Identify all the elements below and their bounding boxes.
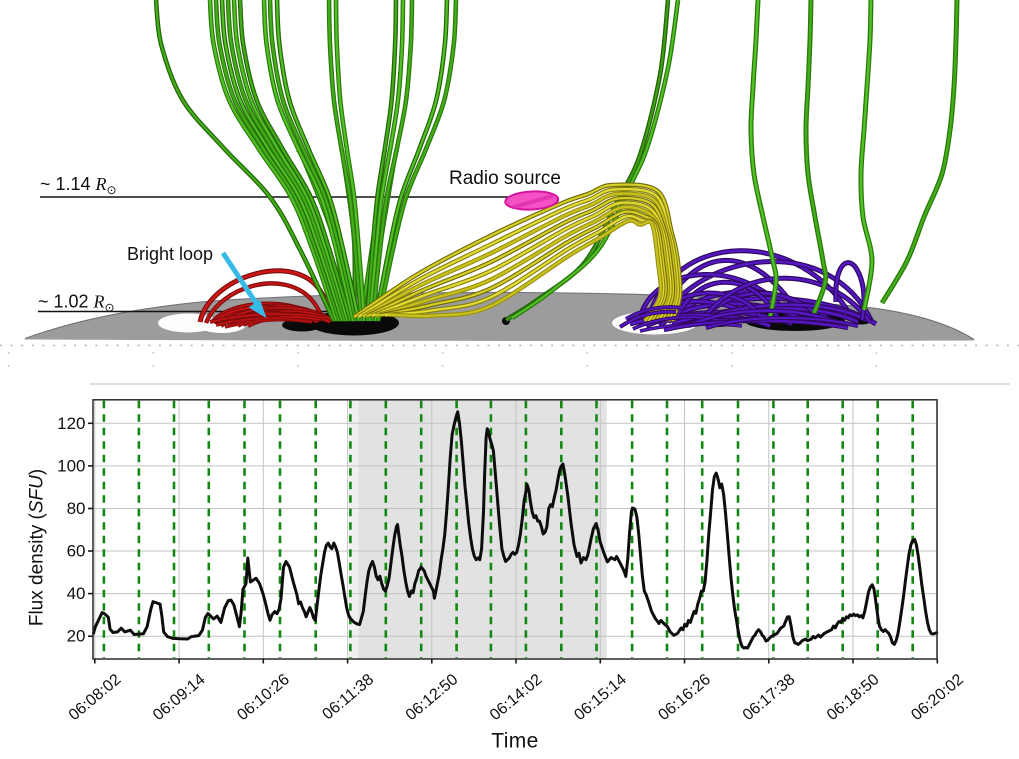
svg-text:20: 20 [67, 627, 86, 646]
svg-text:~ 1.02 R⊙: ~ 1.02 R⊙ [38, 292, 115, 315]
svg-text:Flux density (SFU): Flux density (SFU) [27, 469, 48, 626]
svg-text:120: 120 [57, 414, 85, 433]
svg-text:Radio source: Radio source [449, 168, 561, 189]
svg-text:40: 40 [67, 584, 86, 603]
svg-text:Time: Time [491, 730, 539, 753]
svg-text:100: 100 [57, 456, 85, 475]
svg-text:~ 1.14 R⊙: ~ 1.14 R⊙ [40, 174, 117, 197]
svg-text:80: 80 [67, 499, 86, 518]
svg-text:60: 60 [67, 542, 86, 561]
svg-text:Bright loop: Bright loop [127, 244, 213, 264]
